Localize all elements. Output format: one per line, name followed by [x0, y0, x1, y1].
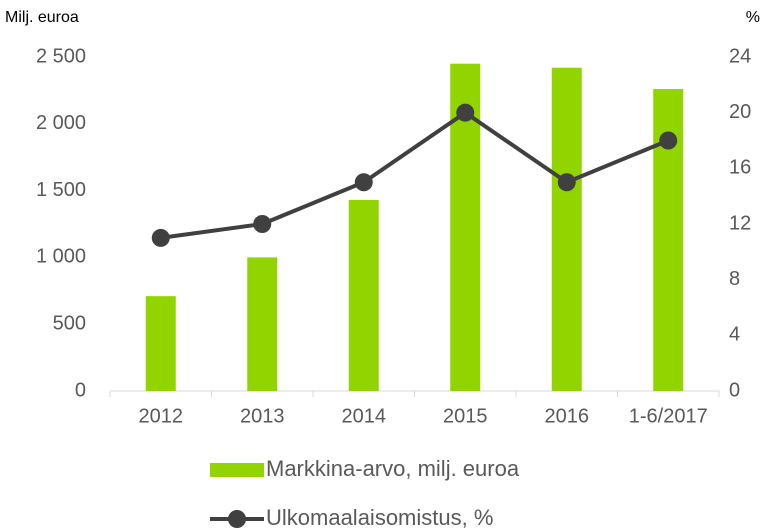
legend-label: Markkina-arvo, milj. euroa — [266, 456, 520, 481]
bar — [348, 199, 379, 391]
y2-tick-label: 4 — [729, 324, 740, 346]
y2-tick-label: 24 — [729, 45, 751, 67]
legend-label: Ulkomaalaisomistus, % — [266, 505, 493, 530]
bar — [145, 296, 176, 391]
y-axis-title: Milj. euroa — [5, 9, 79, 26]
x-tick-label: 2014 — [342, 405, 387, 427]
line-marker — [354, 173, 373, 192]
y-tick-label: 500 — [53, 312, 86, 334]
x-tick-label: 1-6/2017 — [629, 405, 708, 427]
y2-tick-label: 0 — [729, 379, 740, 401]
x-tick-label: 2013 — [240, 405, 285, 427]
y2-tick-label: 8 — [729, 268, 740, 290]
line-marker — [253, 215, 272, 233]
line — [160, 110, 670, 240]
x-tick-label: 2016 — [545, 405, 590, 427]
x-tick-label: 2012 — [139, 405, 184, 427]
line-marker — [557, 173, 576, 192]
bar — [551, 67, 582, 392]
y2-axis-title: % — [746, 9, 760, 26]
y-tick-label: 1 000 — [36, 246, 86, 268]
y2-tick-label: 20 — [729, 101, 751, 123]
y2-tick-label: 16 — [729, 157, 751, 179]
line-marker — [151, 228, 170, 247]
y-tick-label: 2 500 — [36, 45, 86, 67]
y-tick-label: 0 — [75, 379, 86, 401]
line-marker — [456, 103, 475, 122]
y2-tick-label: 12 — [729, 212, 751, 234]
legend-marker — [228, 510, 246, 528]
y-tick-label: 1 500 — [36, 179, 86, 201]
y-tick-label: 2 000 — [36, 112, 86, 134]
bar — [247, 257, 278, 391]
legend-swatch — [210, 463, 264, 477]
line-marker — [659, 131, 678, 150]
x-tick-label: 2015 — [443, 405, 488, 427]
